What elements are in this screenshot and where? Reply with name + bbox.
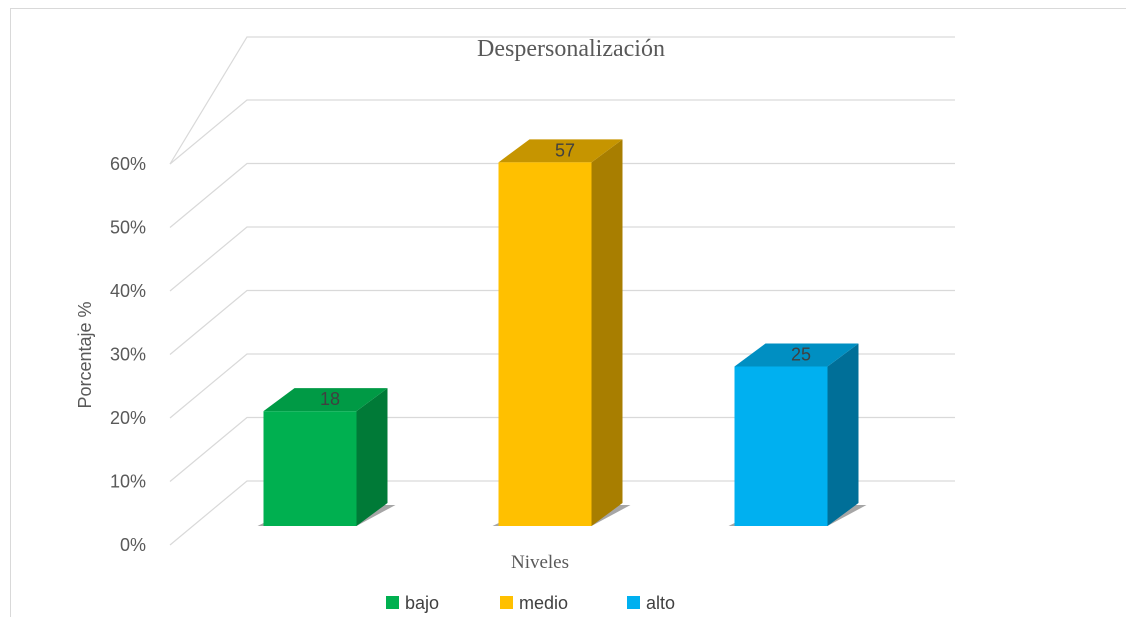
bar-side xyxy=(827,343,859,526)
legend-item-bajo: bajo xyxy=(386,593,439,613)
legend-label: alto xyxy=(646,593,675,613)
gridline xyxy=(169,226,955,292)
legend-label: medio xyxy=(519,593,568,613)
y-tick-label: 0% xyxy=(120,535,146,555)
bar-bajo: 18 xyxy=(257,388,396,526)
gridline xyxy=(169,99,955,165)
y-tick-label: 20% xyxy=(110,408,146,428)
y-axis-label: Porcentaje % xyxy=(75,301,95,408)
chart-title: Despersonalización xyxy=(477,36,665,62)
legend-label: bajo xyxy=(405,593,439,613)
gridline xyxy=(169,416,955,482)
bar-top xyxy=(734,343,859,367)
gridline xyxy=(169,353,955,419)
bars: 18 57 25 xyxy=(257,139,867,526)
legend-item-medio: medio xyxy=(500,593,568,613)
gridline xyxy=(169,289,955,355)
legend-swatch xyxy=(386,596,399,609)
y-tick-label: 50% xyxy=(110,218,146,238)
data-label: 57 xyxy=(555,140,575,160)
chart-frame xyxy=(10,8,1126,617)
y-tick-label: 40% xyxy=(110,281,146,301)
legend-swatch xyxy=(627,596,640,609)
legend: bajo medio alto xyxy=(386,593,675,613)
bar-front xyxy=(498,162,592,526)
bar-top xyxy=(498,139,623,163)
bar-alto: 25 xyxy=(728,343,867,526)
data-label: 25 xyxy=(791,345,811,365)
bar-top xyxy=(263,388,388,412)
y-tick-label: 30% xyxy=(110,345,146,365)
y-tick-label: 10% xyxy=(110,472,146,492)
gridline xyxy=(169,162,955,228)
bar-side xyxy=(356,388,388,526)
bar-side xyxy=(591,139,623,526)
legend-item-alto: alto xyxy=(627,593,675,613)
gridlines xyxy=(169,36,955,546)
bar-medio: 57 xyxy=(492,139,631,526)
y-tick-label: 60% xyxy=(110,154,146,174)
y-axis-ticks: 0% 10% 20% 30% 40% 50% 60% xyxy=(110,154,146,555)
bar-front xyxy=(734,366,828,526)
data-label: 18 xyxy=(320,389,340,409)
x-axis-label: Niveles xyxy=(511,552,569,573)
gridline xyxy=(169,36,955,165)
bar-front xyxy=(263,411,357,526)
gridline xyxy=(169,480,955,546)
legend-swatch xyxy=(500,596,513,609)
